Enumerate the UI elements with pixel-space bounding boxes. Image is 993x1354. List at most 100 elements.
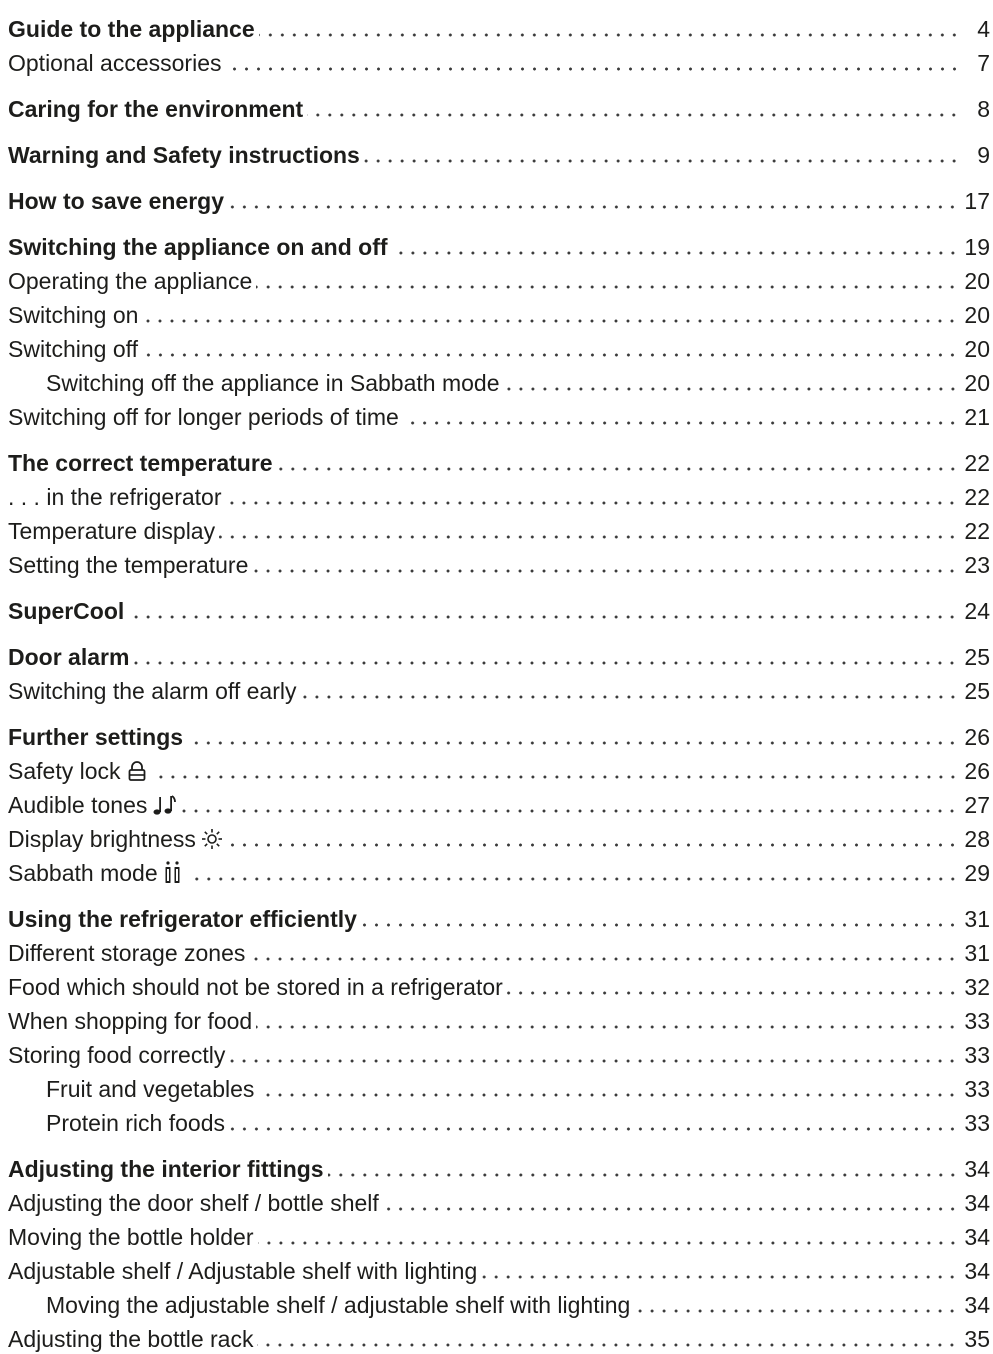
- toc-entry-text: Display brightness: [8, 826, 196, 852]
- dot-leader: [133, 642, 959, 672]
- toc-page-number: 20: [958, 368, 990, 398]
- toc-entry-title: How to save energy: [8, 186, 229, 216]
- dot-leader: [228, 1108, 959, 1138]
- toc-entry-text: Switching off: [8, 336, 138, 362]
- toc-page-number: 20: [958, 300, 990, 330]
- toc-entry[interactable]: Adjustable shelf / Adjustable shelf with…: [8, 1252, 990, 1286]
- toc-page-number: 19: [958, 232, 990, 262]
- toc-entry[interactable]: Guide to the appliance 4: [8, 10, 990, 44]
- toc-entry[interactable]: Adjusting the bottle rack 35: [8, 1320, 990, 1354]
- toc-entry[interactable]: Adjusting the door shelf / bottle shelf 3…: [8, 1184, 990, 1218]
- toc-entry[interactable]: Using the refrigerator efficiently 31: [8, 900, 990, 934]
- toc-entry[interactable]: Caring for the environment 8: [8, 90, 990, 124]
- toc-entry[interactable]: Temperature display 22: [8, 512, 990, 546]
- toc-entry-text: Optional accessories: [8, 50, 222, 76]
- dot-leader: [151, 756, 959, 786]
- dot-leader: [256, 266, 959, 296]
- dot-leader: [327, 1154, 959, 1184]
- toc-entry[interactable]: Protein rich foods 33: [8, 1104, 990, 1138]
- toc-entry-text: When shopping for food: [8, 1008, 253, 1034]
- dot-leader: [634, 1290, 959, 1320]
- toc-entry[interactable]: Door alarm 25: [8, 638, 990, 672]
- toc-entry[interactable]: Setting the temperature 23: [8, 546, 990, 580]
- dot-leader: [382, 1188, 959, 1218]
- dot-leader: [363, 140, 960, 170]
- toc-page-number: 31: [958, 904, 990, 934]
- toc-page-number: 34: [958, 1154, 990, 1184]
- toc-entry-title: Adjusting the interior fittings: [8, 1154, 328, 1184]
- toc-entry-title: Switching off the appliance in Sabbath m…: [8, 368, 504, 398]
- dot-leader: [276, 448, 959, 478]
- dot-leader: [225, 48, 960, 78]
- toc-page-number: 9: [960, 140, 990, 170]
- toc-entry[interactable]: Moving the adjustable shelf / adjustable…: [8, 1286, 990, 1320]
- toc-entry[interactable]: Adjusting the interior fittings 34: [8, 1150, 990, 1184]
- toc-entry[interactable]: SuperCool 24: [8, 592, 990, 626]
- toc-entry-title: Fruit and vegetables: [8, 1074, 259, 1104]
- toc-entry-title: The correct temperature: [8, 448, 277, 478]
- dot-leader: [142, 300, 959, 330]
- toc-entry[interactable]: Further settings 26: [8, 718, 990, 752]
- dot-leader: [307, 94, 960, 124]
- toc-page-number: 34: [958, 1256, 990, 1286]
- toc-entry[interactable]: Storing food correctly 33: [8, 1036, 990, 1070]
- toc-page-number: 22: [958, 448, 990, 478]
- toc-entry-title: Using the refrigerator efficiently: [8, 904, 361, 934]
- toc-entry-text: Food which should not be stored in a ref…: [8, 974, 503, 1000]
- dot-leader: [300, 676, 959, 706]
- toc-page-number: 28: [958, 824, 990, 854]
- toc-entry[interactable]: Switching the appliance on and off 19: [8, 228, 990, 262]
- toc-entry[interactable]: Sabbath mode 29: [8, 854, 990, 888]
- toc-entry-title: Adjusting the door shelf / bottle shelf: [8, 1188, 383, 1218]
- dot-leader: [256, 1006, 959, 1036]
- toc-entry[interactable]: Operating the appliance 20: [8, 262, 990, 296]
- toc-entry[interactable]: Different storage zones 31: [8, 934, 990, 968]
- dot-leader: [225, 482, 959, 512]
- dot-leader: [187, 722, 959, 752]
- toc-entry[interactable]: Optional accessories 7: [8, 44, 990, 78]
- toc-entry[interactable]: Switching off 20: [8, 330, 990, 364]
- toc-entry[interactable]: Switching on 20: [8, 296, 990, 330]
- toc-entry[interactable]: The correct temperature 22: [8, 444, 990, 478]
- dot-leader: [258, 14, 960, 44]
- dot-leader: [360, 904, 959, 934]
- toc-page-number: 27: [958, 790, 990, 820]
- dot-leader: [180, 790, 959, 820]
- toc-entry[interactable]: Switching off for longer periods of time…: [8, 398, 990, 432]
- toc-entry[interactable]: Switching the alarm off early 25: [8, 672, 990, 706]
- toc-entry-title: Adjustable shelf / Adjustable shelf with…: [8, 1256, 482, 1286]
- music-notes-icon: [147, 792, 177, 818]
- toc-page-number: 33: [958, 1108, 990, 1138]
- toc-page-number: 17: [958, 186, 990, 216]
- dot-leader: [257, 1324, 959, 1354]
- toc-entry-title: Different storage zones: [8, 938, 250, 968]
- toc-entry[interactable]: Display brightness 28: [8, 820, 990, 854]
- toc-page-number: 29: [958, 858, 990, 888]
- dot-leader: [219, 516, 959, 546]
- toc-entry-title: Setting the temperature: [8, 550, 253, 580]
- toc-entry-text: Adjusting the bottle rack: [8, 1326, 254, 1352]
- toc-entry-title: Protein rich foods: [8, 1108, 229, 1138]
- toc-entry-text: Operating the appliance: [8, 268, 253, 294]
- toc-entry[interactable]: Safety lock 26: [8, 752, 990, 786]
- toc-entry-text: Temperature display: [8, 518, 216, 544]
- dot-leader: [128, 596, 959, 626]
- toc-page-number: 34: [958, 1222, 990, 1252]
- toc-entry-text: Switching off the appliance in Sabbath m…: [46, 370, 500, 396]
- toc-entry[interactable]: . . . in the refrigerator 22: [8, 478, 990, 512]
- toc-entry[interactable]: How to save energy 17: [8, 182, 990, 216]
- toc-entry-text: The correct temperature: [8, 450, 273, 476]
- toc-entry[interactable]: Food which should not be stored in a ref…: [8, 968, 990, 1002]
- toc-page-number: 20: [958, 266, 990, 296]
- dot-leader: [481, 1256, 959, 1286]
- dot-leader: [228, 186, 959, 216]
- toc-entry[interactable]: When shopping for food 33: [8, 1002, 990, 1036]
- toc-entry-text: Fruit and vegetables: [46, 1076, 255, 1102]
- toc-entry[interactable]: Moving the bottle holder 34: [8, 1218, 990, 1252]
- toc-entry[interactable]: Warning and Safety instructions 9: [8, 136, 990, 170]
- toc-entry-text: Door alarm: [8, 644, 130, 670]
- toc-entry[interactable]: Fruit and vegetables 33: [8, 1070, 990, 1104]
- toc-entry[interactable]: Switching off the appliance in Sabbath m…: [8, 364, 990, 398]
- toc-page-number: 4: [960, 14, 990, 44]
- toc-entry[interactable]: Audible tones 27: [8, 786, 990, 820]
